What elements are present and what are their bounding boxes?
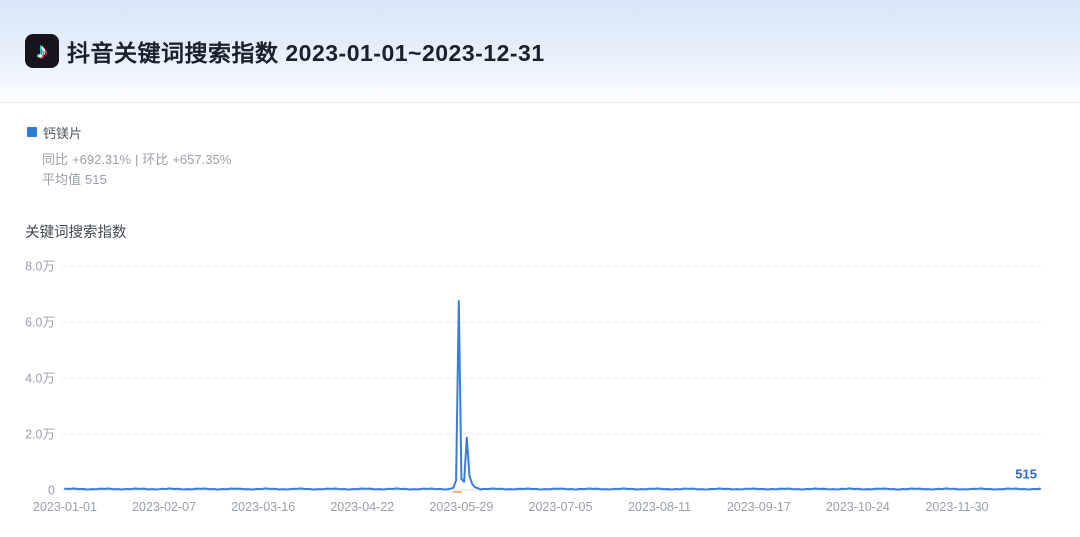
x-axis-tick-label: 2023-09-17 [727,500,791,514]
legend-row: 钙镁片 [27,125,1080,141]
chart-axis-title: 关键词搜索指数 [25,225,127,241]
legend-block: 钙镁片 同比 +692.31% | 环比 +657.35% 平均值 515 [0,103,1080,190]
douyin-logo-icon: ♪ [25,34,59,68]
x-axis-tick-label: 2023-01-01 [33,500,97,514]
series-end-value-label: 515 [1015,467,1037,482]
x-axis-tick-label: 2023-05-29 [429,500,493,514]
average-value: 515 [85,172,107,187]
x-axis-tick-label: 2023-04-22 [330,500,394,514]
y-axis-tick-label: 6.0万 [25,316,55,330]
page-title: 抖音关键词搜索指数 2023-01-01~2023-12-31 [67,40,545,66]
y-axis-tick-label: 2.0万 [25,428,55,442]
legend-swatch [27,127,37,137]
average-label: 平均值 [42,172,82,187]
x-axis-tick-label: 2023-03-16 [231,500,295,514]
x-axis-tick-label: 2023-11-30 [925,500,988,514]
yoy-label: 同比 [42,152,69,167]
y-axis-tick-label: 8.0万 [25,260,55,274]
y-axis-tick-label: 4.0万 [25,372,55,386]
report-header: ♪ 抖音关键词搜索指数 2023-01-01~2023-12-31 [0,0,1080,103]
mom-label: 环比 [142,152,169,167]
x-axis-tick-label: 2023-10-24 [826,500,890,514]
legend-keyword: 钙镁片 [43,125,83,141]
mom-value: +657.35% [172,152,232,167]
keyword-index-line-chart: 8.0万 6.0万 4.0万 2.0万 0 2023-01-01 2023-02-07 202… [25,260,1041,514]
stats-divider: | [134,152,139,167]
y-axis-tick-label: 0 [48,484,55,498]
average-line: 平均值 515 [42,170,1080,190]
series-line [64,300,1041,491]
x-axis-tick-label: 2023-08-11 [628,500,691,514]
music-note-icon: ♪ [36,38,48,63]
stats-line: 同比 +692.31% | 环比 +657.35% [42,150,1080,170]
x-axis-tick-label: 2023-07-05 [529,500,593,514]
yoy-value: +692.31% [72,152,131,167]
x-axis-tick-label: 2023-02-07 [132,500,196,514]
